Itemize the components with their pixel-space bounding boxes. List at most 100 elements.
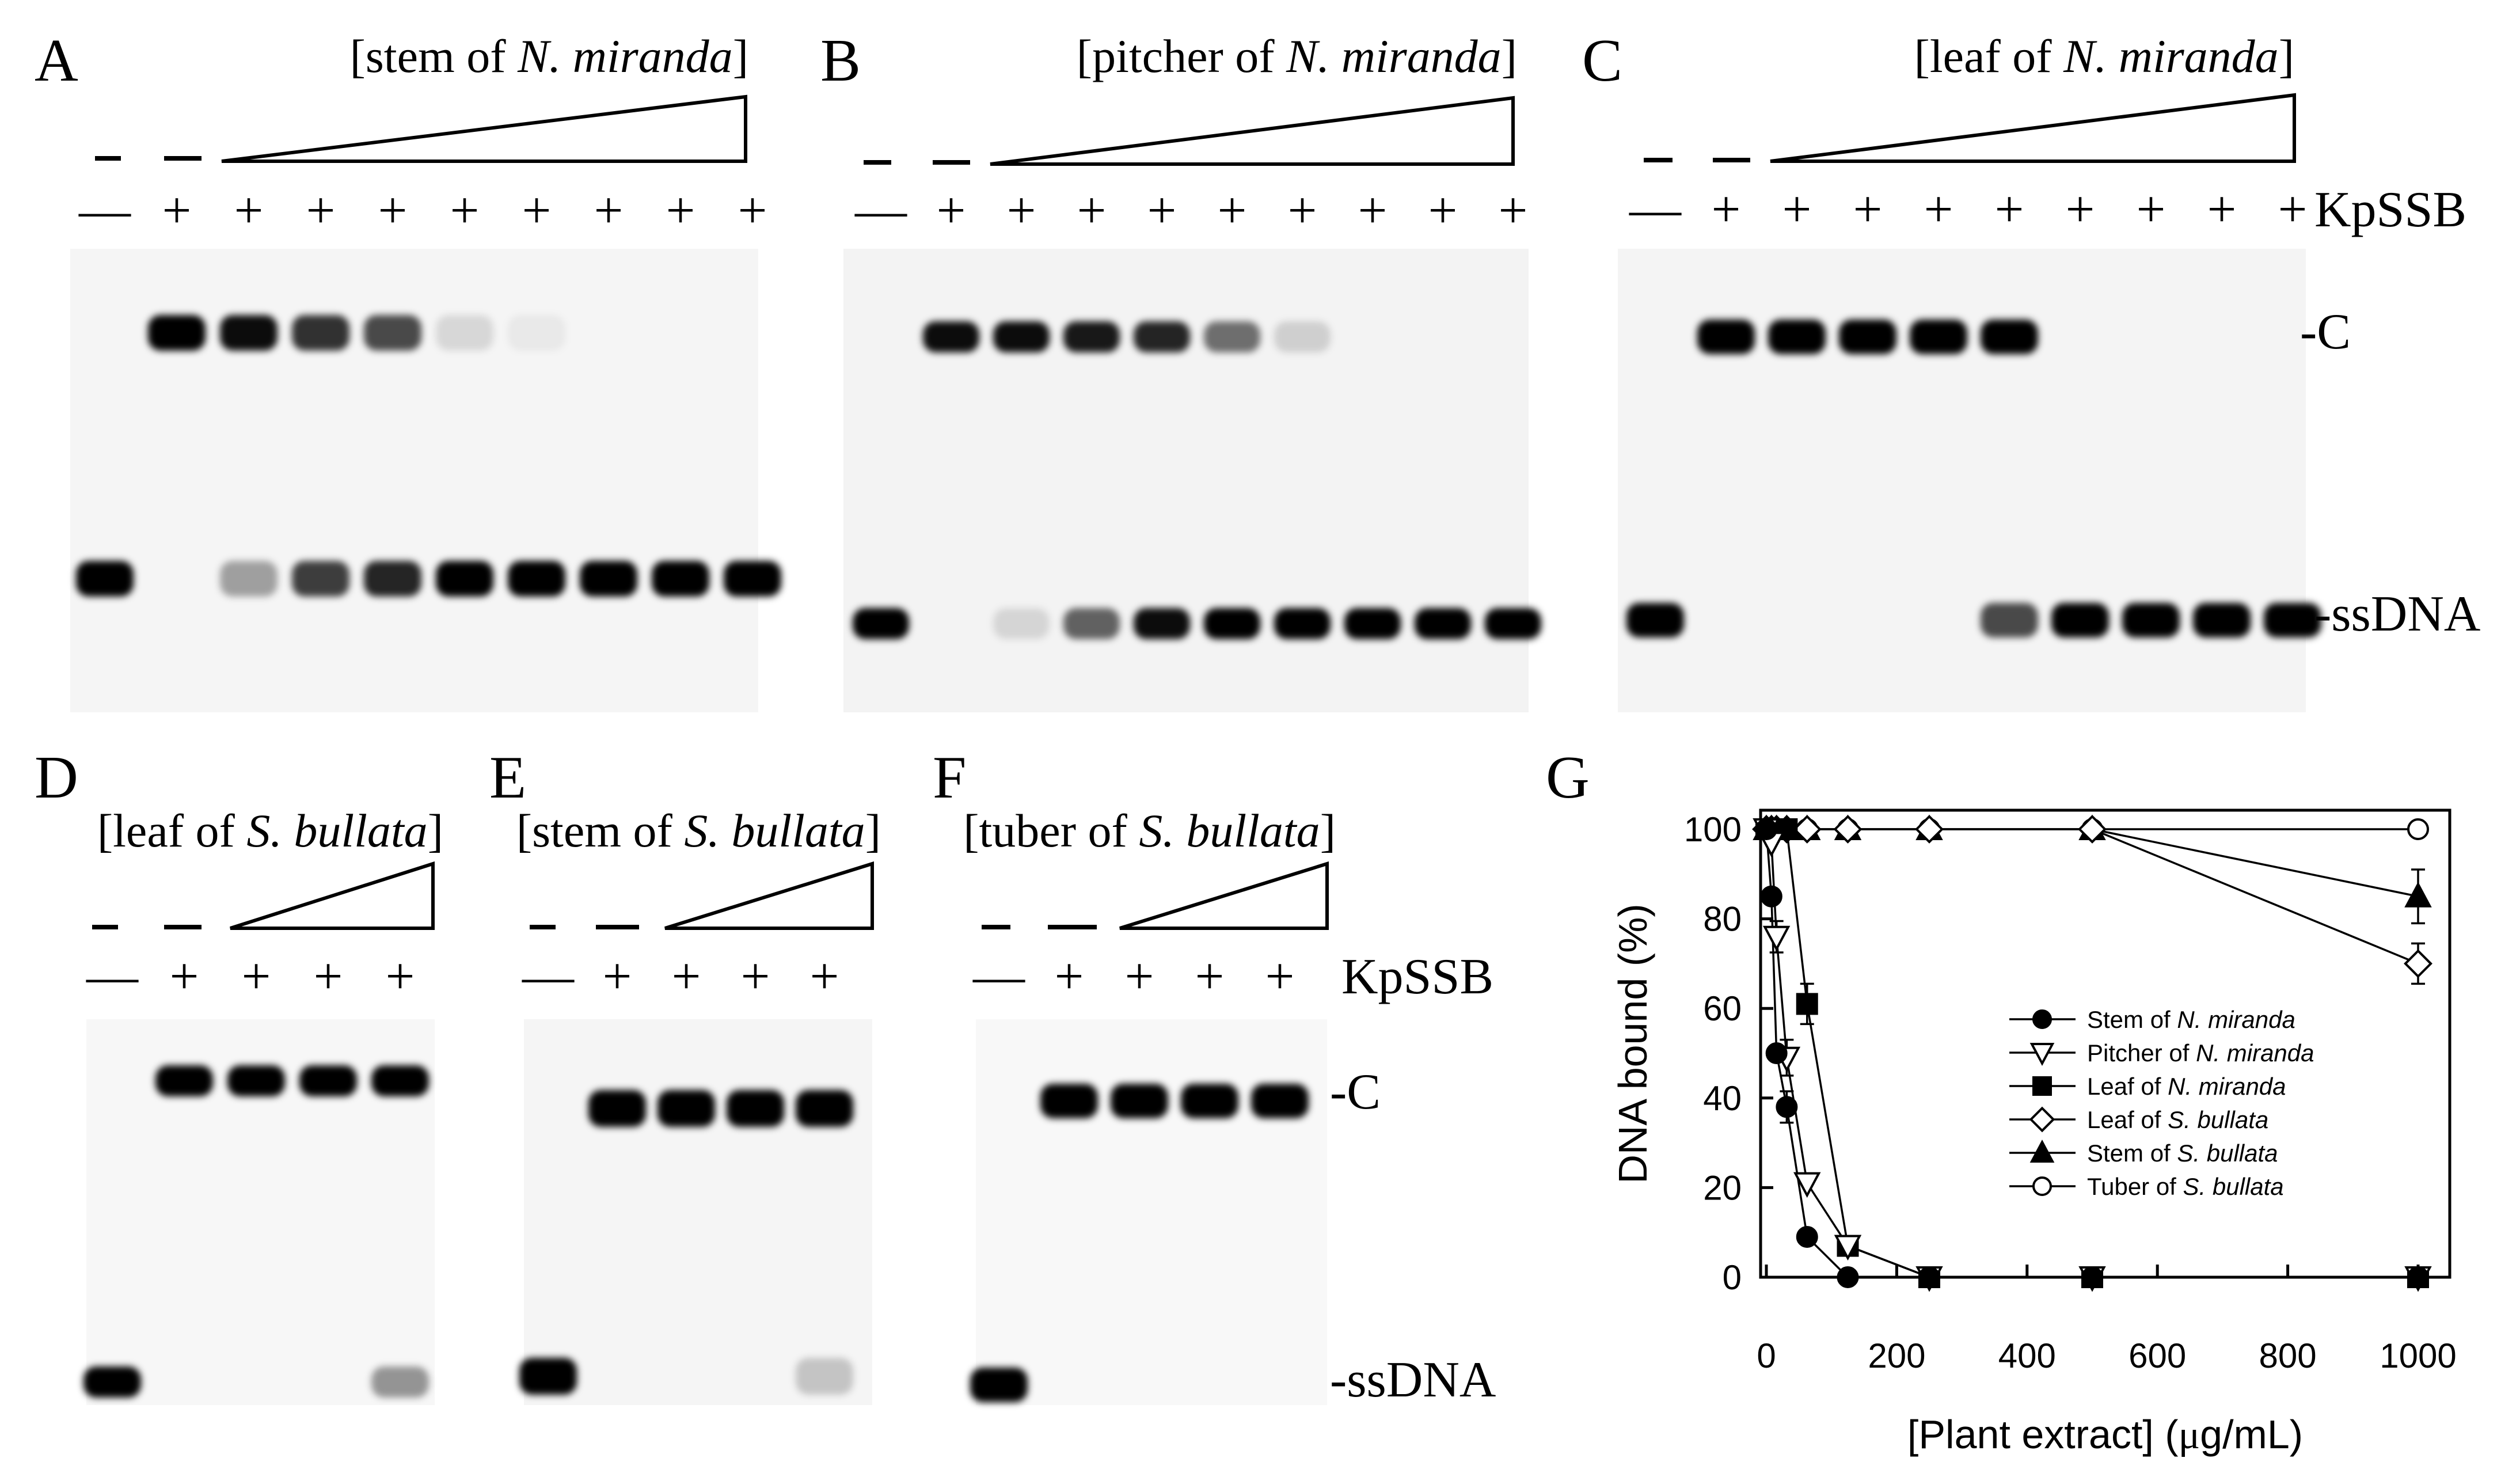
y-tick-label: 40: [1703, 1079, 1742, 1118]
lane-labels-b: — + + + + + + + + +: [854, 182, 1527, 239]
legend-entry: Stem of S. bullata: [2087, 1140, 2278, 1167]
panel-f: F [tuber of S. bullata] — + + + + KpSSB -C -…: [933, 743, 1496, 1408]
gel-bands-e: [519, 1090, 853, 1395]
gel-bands-b: [853, 321, 1541, 639]
legend-entry: Tuber of S. bullata: [2087, 1173, 2284, 1200]
lane-label: +: [450, 182, 480, 239]
concentration-wedge: [990, 96, 1515, 166]
lane-label: +: [738, 182, 767, 239]
data-point: [1793, 1172, 1821, 1198]
data-point: [2404, 949, 2432, 978]
gel-image-f: [976, 1019, 1327, 1405]
gel-bands-f: [970, 1084, 1309, 1402]
kpssb-label: KpSSB: [1341, 949, 1493, 1005]
complex-band: [727, 1090, 784, 1127]
lane-label: —: [86, 948, 139, 1005]
complex-band: [436, 315, 493, 351]
x-axis-label: [Plant extract] (μg/mL): [1907, 1412, 2303, 1457]
data-point: [1765, 1042, 1788, 1064]
x-tick-label: 600: [2128, 1337, 2186, 1375]
lane-label: +: [1924, 181, 1953, 238]
complex-band: [1040, 1084, 1098, 1118]
data-point: [2029, 1140, 2055, 1163]
ssdna-band: [1274, 608, 1331, 639]
lane-labels-d: — + + + +: [86, 948, 415, 1005]
concentration-wedge: [1119, 861, 1329, 930]
complex-band: [1768, 320, 1826, 354]
complex-band: [923, 321, 979, 352]
data-point: [1918, 1266, 1940, 1288]
complex-band: [1910, 320, 1967, 354]
x-tick-label: 200: [1868, 1337, 1925, 1375]
lane-label: +: [162, 182, 192, 239]
lane-labels-e: — + + + +: [522, 948, 839, 1005]
lane-label: —: [972, 948, 1025, 1005]
ssdna-band: [1063, 608, 1120, 639]
y-tick-label: 80: [1703, 900, 1742, 939]
ssdna-band: [2264, 603, 2321, 637]
ssdna-band: [970, 1368, 1028, 1402]
data-point: [2407, 1266, 2429, 1288]
ssdna-band: [2051, 603, 2109, 637]
lane-label: +: [306, 182, 336, 239]
x-tick-label: 1000: [2380, 1337, 2456, 1375]
ssdna-band: [220, 561, 278, 597]
lane-label: +: [2278, 181, 2308, 238]
concentration-wedge: [1770, 93, 2296, 163]
panel-b: B [pitcher of N. miranda] — + + + + + + + + +: [820, 26, 1541, 712]
complex-band: [1204, 321, 1260, 352]
panel-letter-b: B: [820, 26, 861, 94]
legend-entry: Pitcher of N. miranda: [2087, 1039, 2314, 1066]
ssdna-band: [83, 1366, 141, 1398]
concentration-wedge: [230, 861, 435, 930]
panel-a: A [stem of N. miranda] — + + + + + + + + +: [35, 26, 781, 712]
ssdna-band: [1415, 608, 1471, 639]
gel-bands-c: [1626, 320, 2321, 637]
lane-label: +: [741, 948, 770, 1005]
lane-label: +: [386, 948, 415, 1005]
complex-band: [148, 315, 206, 351]
panel-letter-d: D: [35, 743, 78, 811]
ssdna-band: [796, 1358, 853, 1395]
lane-label: +: [2137, 181, 2166, 238]
panel-letter-c: C: [1582, 26, 1622, 94]
lane-labels-a: — + + + + + + + + +: [78, 182, 767, 239]
panel-d: D [leaf of S. bullata] — + + + +: [35, 743, 443, 1405]
data-point: [2032, 1076, 2052, 1096]
complex-band: [1981, 320, 2038, 354]
lane-label: +: [1358, 182, 1388, 239]
panel-d-title: [leaf of S. bullata]: [97, 804, 443, 857]
lane-label: +: [522, 182, 552, 239]
lane-label: +: [170, 948, 199, 1005]
lane-labels-c: — + + + + + + + + +: [1629, 181, 2307, 238]
lane-label: +: [1712, 181, 1741, 238]
complex-band: [220, 315, 278, 351]
panel-e-title: [stem of S. bullata]: [516, 804, 881, 857]
complex-band: [796, 1090, 853, 1127]
complex-band: [155, 1065, 213, 1096]
lane-label: +: [603, 948, 632, 1005]
data-point: [1915, 815, 1944, 844]
panel-letter-f: F: [933, 743, 966, 811]
series-line: [1766, 828, 2419, 965]
complex-band: [1274, 321, 1331, 352]
data-point: [1796, 993, 1818, 1015]
data-point: [1796, 1225, 1818, 1248]
y-tick-label: 100: [1684, 810, 1742, 849]
complex-band: [508, 315, 565, 351]
concentration-wedge: [221, 94, 747, 163]
ssdna-band: [1981, 603, 2038, 637]
complex-band: [1697, 320, 1755, 354]
legend-entry: Leaf of S. bullata: [2087, 1106, 2268, 1133]
ssdna-band: [1134, 608, 1190, 639]
lane-label: +: [1007, 182, 1036, 239]
data-point: [2032, 1009, 2052, 1029]
lane-label: +: [1055, 948, 1084, 1005]
data-point: [2029, 1043, 2055, 1066]
data-point: [1837, 1266, 1859, 1288]
lane-label: +: [672, 948, 701, 1005]
y-tick-label: 0: [1723, 1258, 1742, 1297]
gel-image-e: [524, 1019, 872, 1405]
data-point: [1776, 1096, 1798, 1118]
